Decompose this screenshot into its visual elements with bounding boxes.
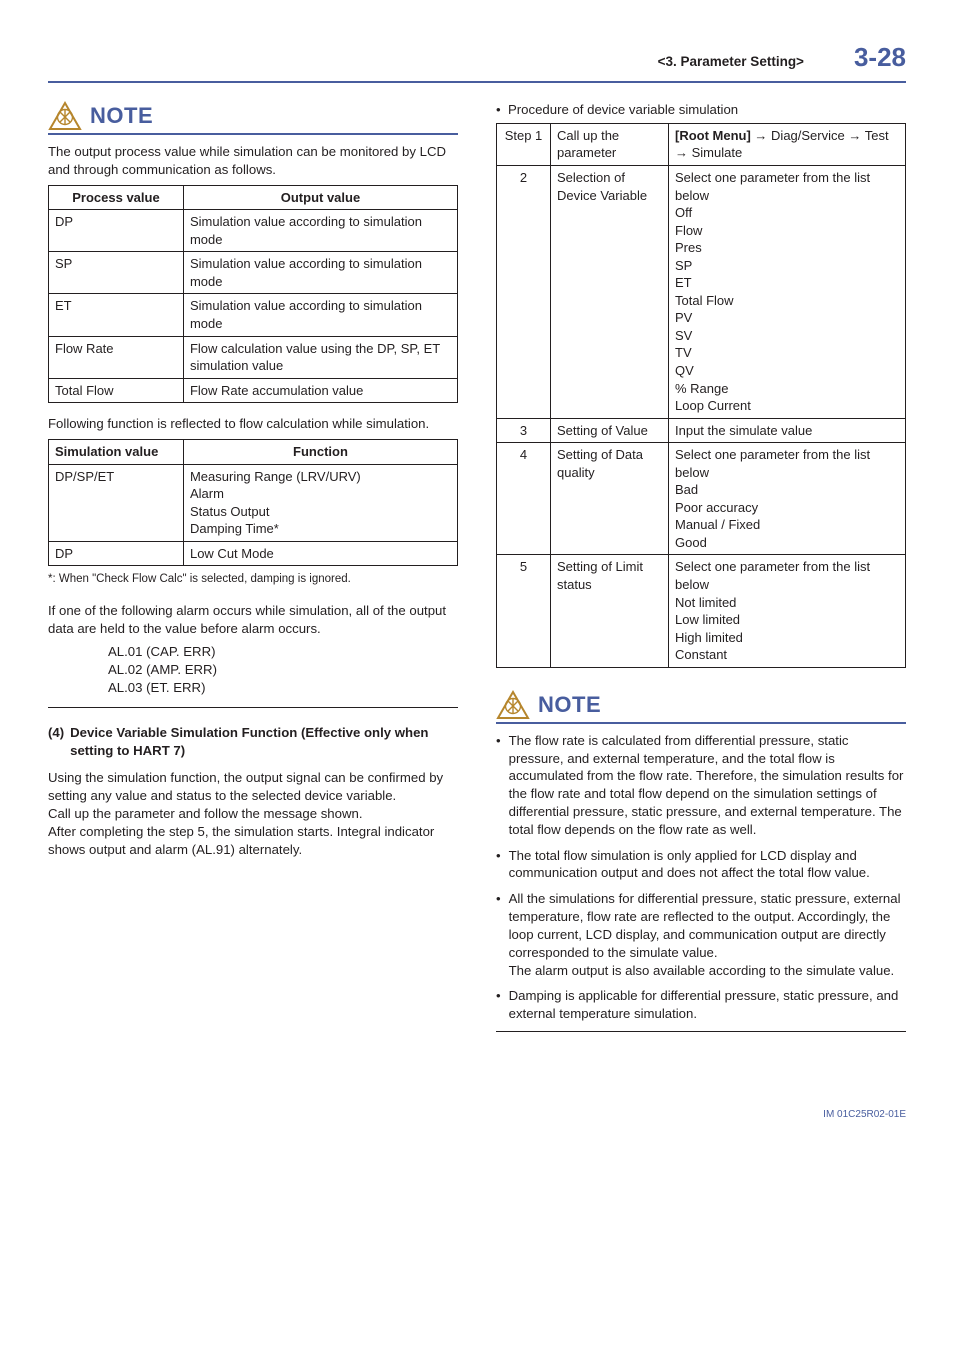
- bullet-text: Damping is applicable for differential p…: [509, 987, 906, 1023]
- table-header: Process value: [49, 185, 184, 210]
- list-item: •Damping is applicable for differential …: [496, 987, 906, 1023]
- lead-text: Procedure of device variable simulation: [508, 102, 738, 117]
- bullet-dot: •: [496, 102, 508, 117]
- note-header: NOTE: [496, 690, 906, 724]
- step-number: 4: [497, 443, 551, 555]
- warning-icon: [496, 690, 530, 720]
- right-column: • Procedure of device variable simulatio…: [496, 101, 906, 1048]
- note-title: NOTE: [90, 101, 153, 131]
- note-block-1: NOTE The output process value while simu…: [48, 101, 458, 179]
- table-cell: DP/SP/ET: [49, 464, 184, 541]
- list-item: •The total flow simulation is only appli…: [496, 847, 906, 883]
- table-cell: Low Cut Mode: [183, 541, 457, 566]
- subsection-heading: (4) Device Variable Simulation Function …: [48, 724, 458, 760]
- step-detail: Select one parameter from the list below…: [669, 443, 906, 555]
- note-header: NOTE: [48, 101, 458, 135]
- table-cell: ET: [49, 294, 184, 336]
- step-action: Setting of Data quality: [551, 443, 669, 555]
- step-action: Setting of Value: [551, 418, 669, 443]
- bullet-text: The total flow simulation is only applie…: [509, 847, 906, 883]
- table-cell: DP: [49, 210, 184, 252]
- alarm-list: AL.01 (CAP. ERR) AL.02 (AMP. ERR) AL.03 …: [108, 643, 458, 696]
- procedure-steps-table: Step 1 Call up the parameter [Root Menu]…: [496, 123, 906, 668]
- table-header: Function: [183, 440, 457, 465]
- note1-paragraph: The output process value while simulatio…: [48, 143, 458, 179]
- bullet-dot: •: [496, 732, 501, 839]
- step-detail: Select one parameter from the list below…: [669, 166, 906, 419]
- menu-bold: [Root Menu]: [675, 128, 751, 143]
- bullet-dot: •: [496, 847, 501, 883]
- header-section-label: <3. Parameter Setting>: [658, 53, 804, 71]
- bullet-text: All the simulations for differential pre…: [509, 890, 906, 979]
- note-bullet-list: •The flow rate is calculated from differ…: [496, 732, 906, 1023]
- step-detail: Input the simulate value: [669, 418, 906, 443]
- simulation-function-table: Simulation value Function DP/SP/ETMeasur…: [48, 439, 458, 566]
- two-column-layout: NOTE The output process value while simu…: [48, 101, 906, 1048]
- table-cell: Simulation value according to simulation…: [183, 210, 457, 252]
- table-header: Output value: [183, 185, 457, 210]
- procedure-lead: • Procedure of device variable simulatio…: [496, 101, 906, 119]
- step-action: Selection of Device Variable: [551, 166, 669, 419]
- bullet-dot: •: [496, 987, 501, 1023]
- step-number: 3: [497, 418, 551, 443]
- step-detail: [Root Menu] → Diag/Service → Test → Simu…: [669, 123, 906, 165]
- table-cell: Simulation value according to simulation…: [183, 252, 457, 294]
- paragraph: Following function is reflected to flow …: [48, 415, 458, 433]
- header-page-number: 3-28: [854, 40, 906, 75]
- note-title: NOTE: [538, 690, 601, 720]
- page-header: <3. Parameter Setting> 3-28: [48, 40, 906, 83]
- horizontal-rule: [48, 707, 458, 708]
- step-detail: Select one parameter from the list below…: [669, 555, 906, 667]
- horizontal-rule: [496, 1031, 906, 1032]
- page: <3. Parameter Setting> 3-28 NOTE The out…: [0, 0, 954, 1151]
- warning-icon: [48, 101, 82, 131]
- note-block-2: NOTE •The flow rate is calculated from d…: [496, 690, 906, 1032]
- table-cell: Flow calculation value using the DP, SP,…: [183, 336, 457, 378]
- table-cell: SP: [49, 252, 184, 294]
- list-item: •All the simulations for differential pr…: [496, 890, 906, 979]
- heading-text: Device Variable Simulation Function (Eff…: [70, 724, 458, 760]
- step-number: Step 1: [497, 123, 551, 165]
- table-cell: Flow Rate: [49, 336, 184, 378]
- paragraph: Using the simulation function, the outpu…: [48, 769, 458, 858]
- table-header: Simulation value: [49, 440, 184, 465]
- bullet-dot: •: [496, 890, 501, 979]
- table-cell: Measuring Range (LRV/URV) Alarm Status O…: [183, 464, 457, 541]
- table-cell: Total Flow: [49, 378, 184, 403]
- bullet-text: The flow rate is calculated from differe…: [509, 732, 906, 839]
- step-action: Setting of Limit status: [551, 555, 669, 667]
- page-footer: IM 01C25R02-01E: [48, 1108, 906, 1122]
- paragraph: If one of the following alarm occurs whi…: [48, 602, 458, 638]
- step-number: 2: [497, 166, 551, 419]
- table-cell: DP: [49, 541, 184, 566]
- list-item: •The flow rate is calculated from differ…: [496, 732, 906, 839]
- step-number: 5: [497, 555, 551, 667]
- table-cell: Flow Rate accumulation value: [183, 378, 457, 403]
- step-action: Call up the parameter: [551, 123, 669, 165]
- heading-number: (4): [48, 724, 64, 760]
- table-footnote: *: When "Check Flow Calc" is selected, d…: [48, 572, 458, 588]
- left-column: NOTE The output process value while simu…: [48, 101, 458, 1048]
- table-cell: Simulation value according to simulation…: [183, 294, 457, 336]
- process-value-table: Process value Output value DPSimulation …: [48, 185, 458, 403]
